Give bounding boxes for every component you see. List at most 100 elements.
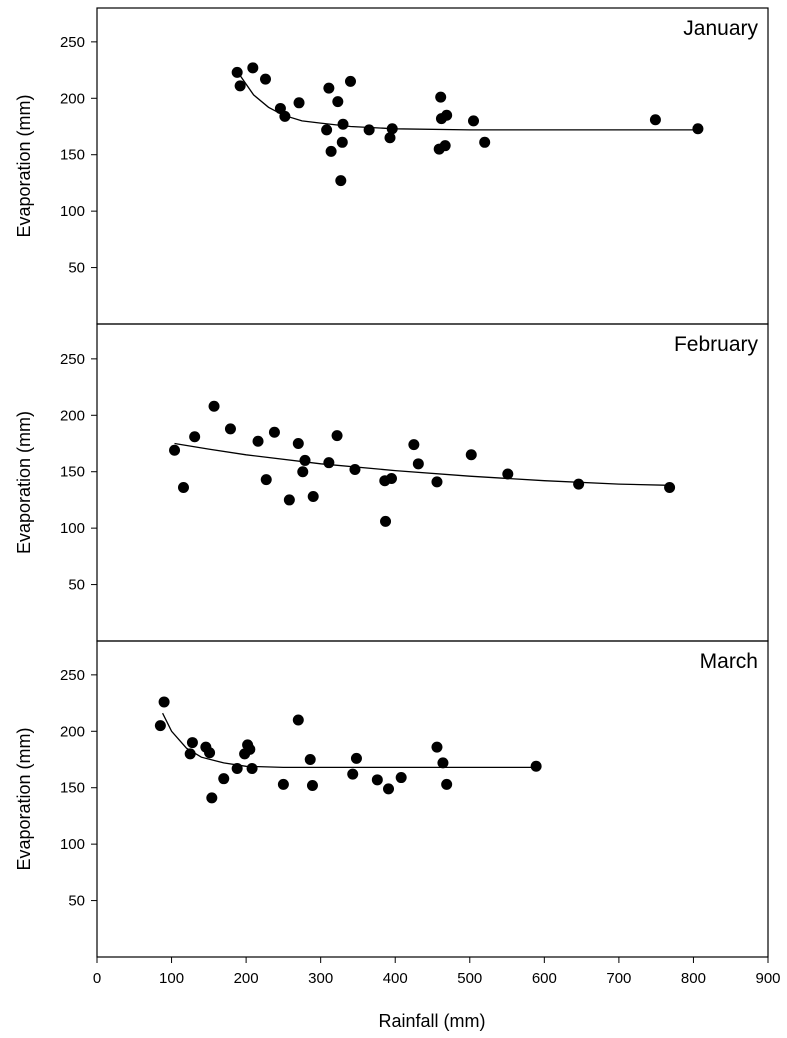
- data-point: [234, 80, 246, 92]
- data-point: [224, 423, 236, 435]
- y-tick-label: 250: [60, 351, 85, 368]
- data-point: [435, 91, 447, 103]
- data-point: [465, 449, 477, 461]
- data-point: [502, 468, 514, 480]
- y-tick-label: 100: [60, 520, 85, 537]
- panel-january: 50 100 150 200 250 Evaporation (mm) January: [14, 7, 769, 325]
- data-point: [268, 426, 280, 438]
- data-point: [439, 140, 451, 152]
- y-tick-label: 100: [60, 203, 85, 220]
- x-tick-label: 300: [308, 970, 333, 987]
- data-point: [177, 482, 189, 494]
- y-axis-title: Evaporation (mm): [14, 411, 34, 554]
- x-tick-label: 700: [606, 970, 631, 987]
- y-tick-label: 50: [68, 893, 85, 910]
- data-point: [336, 136, 348, 148]
- panel-title: March: [700, 650, 758, 673]
- data-point: [321, 124, 333, 136]
- data-point: [573, 478, 585, 490]
- y-tick-label: 50: [68, 260, 85, 277]
- y-tick-label: 200: [60, 723, 85, 740]
- data-point: [293, 97, 305, 109]
- y-tick-label: 200: [60, 90, 85, 107]
- y-tick-label: 100: [60, 836, 85, 853]
- y-tick-label: 150: [60, 780, 85, 797]
- data-point: [279, 110, 291, 122]
- y-tick-label: 50: [68, 577, 85, 594]
- data-point: [260, 474, 272, 486]
- x-tick-label: 200: [234, 970, 259, 987]
- data-point: [299, 454, 311, 466]
- data-point: [371, 774, 383, 786]
- x-tick-label: 100: [159, 970, 184, 987]
- data-point: [189, 431, 201, 443]
- y-tick-label: 200: [60, 407, 85, 424]
- data-point: [304, 754, 316, 765]
- panel-february: 50 100 150 200 250 Evaporation (mm) February: [14, 323, 769, 642]
- data-point: [297, 466, 309, 478]
- y-axis-title: Evaporation (mm): [14, 727, 34, 870]
- data-point: [350, 752, 362, 764]
- data-point: [292, 714, 304, 726]
- x-tick-label: 400: [383, 970, 408, 987]
- data-point: [349, 463, 361, 475]
- data-point: [479, 136, 491, 148]
- x-tick-label: 900: [755, 970, 780, 987]
- data-point: [363, 124, 375, 136]
- data-point: [395, 772, 407, 784]
- data-point: [437, 757, 449, 769]
- fit-curve: [162, 712, 537, 769]
- x-axis-title: Rainfall (mm): [378, 1011, 485, 1031]
- data-point: [692, 123, 704, 135]
- data-point: [292, 438, 304, 449]
- panel-frame: [96, 7, 769, 325]
- panel-frame: [96, 640, 769, 958]
- x-tick-label: 600: [532, 970, 557, 987]
- data-point: [231, 763, 243, 775]
- data-point: [186, 737, 198, 749]
- panel-march: 50 100 150 200 250 Evaporation (mm) March: [14, 640, 769, 958]
- data-point: [244, 743, 256, 755]
- data-point: [385, 472, 397, 484]
- y-tick-label: 150: [60, 464, 85, 481]
- x-tick-label: 500: [457, 970, 482, 987]
- data-point: [206, 792, 218, 804]
- data-point: [649, 114, 661, 126]
- data-point: [347, 768, 359, 780]
- data-point: [337, 118, 349, 130]
- fit-curve: [174, 442, 670, 486]
- data-point: [259, 73, 271, 85]
- data-point: [204, 747, 216, 759]
- data-point: [218, 773, 230, 785]
- data-point: [283, 494, 295, 506]
- panel-title: January: [683, 17, 758, 40]
- data-point: [386, 123, 398, 135]
- panels: 50 100 150 200 250 Evaporation (mm) January 50 1…: [14, 7, 769, 958]
- data-point: [408, 439, 420, 451]
- data-point: [332, 96, 344, 108]
- data-point: [384, 132, 396, 144]
- data-point: [323, 457, 335, 469]
- data-point: [325, 145, 337, 157]
- y-axis-title: Evaporation (mm): [14, 94, 34, 237]
- fit-curve: [238, 73, 698, 131]
- y-tick-label: 150: [60, 147, 85, 164]
- data-point: [431, 741, 443, 753]
- data-point: [158, 696, 170, 708]
- data-point: [154, 720, 166, 732]
- data-point: [252, 435, 264, 447]
- data-point: [344, 75, 356, 87]
- data-point: [431, 476, 443, 488]
- panel-title: February: [674, 333, 759, 356]
- data-point: [380, 515, 392, 527]
- data-point: [246, 763, 258, 775]
- data-point: [331, 430, 343, 442]
- x-tick-label: 0: [93, 970, 101, 987]
- data-point: [530, 760, 542, 772]
- data-point: [231, 66, 243, 78]
- data-point: [383, 783, 395, 795]
- data-point: [184, 748, 196, 760]
- data-point: [323, 82, 335, 94]
- data-point: [277, 778, 289, 790]
